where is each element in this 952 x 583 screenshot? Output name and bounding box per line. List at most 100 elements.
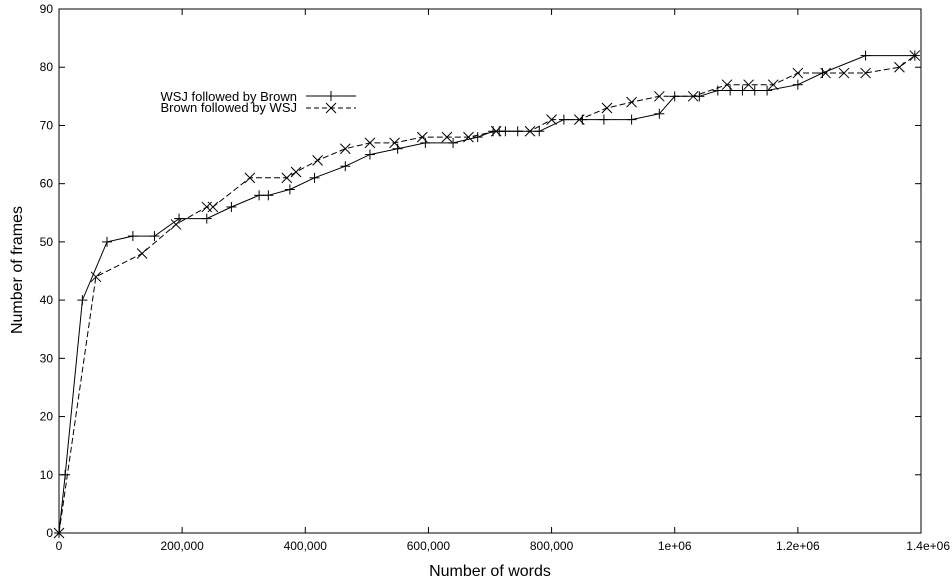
data-point bbox=[244, 172, 256, 184]
data-point bbox=[226, 201, 237, 212]
cross-marker-b bbox=[820, 67, 831, 79]
legend: WSJ followed by Brown Brown followed by … bbox=[160, 89, 356, 115]
data-point bbox=[312, 155, 323, 166]
cross-marker-b bbox=[339, 143, 351, 155]
series-line-2 bbox=[58, 55, 916, 534]
data-point bbox=[687, 90, 699, 102]
data-point bbox=[767, 79, 779, 91]
data-point bbox=[743, 79, 754, 91]
cross-marker-b bbox=[653, 90, 665, 102]
y-tick-label: 40 bbox=[40, 293, 54, 307]
data-point bbox=[860, 67, 871, 79]
data-point bbox=[463, 131, 474, 143]
cross-marker-b bbox=[325, 102, 337, 114]
data-point bbox=[737, 85, 748, 96]
legend-entry-2: Brown followed by WSJ bbox=[160, 100, 356, 115]
data-point bbox=[894, 61, 905, 73]
data-point bbox=[201, 201, 213, 213]
data-point bbox=[573, 114, 585, 125]
cross-marker-b bbox=[626, 96, 637, 108]
data-point bbox=[546, 114, 557, 125]
y-tick-label: 50 bbox=[40, 235, 54, 249]
data-point bbox=[340, 161, 351, 172]
data-point bbox=[174, 213, 185, 224]
data-point bbox=[254, 190, 265, 201]
plot-series bbox=[53, 50, 921, 539]
y-tick-label: 90 bbox=[40, 2, 54, 16]
data-point bbox=[749, 85, 760, 96]
data-point bbox=[694, 91, 705, 102]
series-line-1 bbox=[58, 55, 915, 534]
data-point bbox=[601, 102, 613, 114]
cross-marker-b bbox=[687, 90, 699, 102]
cross-marker-b bbox=[389, 137, 400, 149]
data-point bbox=[77, 295, 88, 306]
data-point bbox=[721, 79, 733, 91]
data-point bbox=[626, 96, 637, 108]
data-point bbox=[712, 85, 723, 96]
data-point bbox=[127, 231, 138, 242]
data-point bbox=[136, 248, 148, 259]
y-tick-label: 30 bbox=[40, 351, 54, 365]
data-point bbox=[626, 114, 637, 125]
cross-marker-b bbox=[909, 50, 921, 61]
data-point bbox=[102, 236, 113, 247]
cross-marker-b bbox=[838, 67, 850, 79]
cross-marker-b bbox=[90, 271, 102, 283]
cross-marker-b bbox=[170, 219, 182, 230]
data-point bbox=[416, 131, 428, 143]
data-point bbox=[309, 172, 320, 183]
x-tick-label: 200,000 bbox=[160, 539, 204, 553]
data-point bbox=[598, 114, 609, 125]
y-tick-label: 0 bbox=[46, 526, 53, 540]
legend-entry-1: WSJ followed by Brown bbox=[160, 89, 356, 104]
data-point bbox=[762, 85, 773, 96]
legend-marker-plus bbox=[326, 91, 336, 101]
cross-marker-b bbox=[524, 125, 536, 137]
cross-marker-b bbox=[860, 67, 871, 79]
y-tick-label: 80 bbox=[40, 60, 54, 74]
data-point bbox=[149, 231, 160, 242]
y-tick-label: 10 bbox=[40, 468, 54, 482]
y-tick-label: 60 bbox=[40, 177, 54, 191]
legend-label-1: WSJ followed by Brown bbox=[160, 89, 297, 104]
y-tick-label: 20 bbox=[40, 410, 54, 424]
data-point bbox=[653, 90, 665, 102]
cross-marker-b bbox=[490, 125, 502, 137]
cross-marker-b bbox=[743, 79, 754, 91]
x-axis: 0 200,000 400,000 600,000 800,000 1e+06 1.2e+0… bbox=[56, 9, 950, 553]
cross-marker-b bbox=[894, 61, 905, 73]
data-point bbox=[364, 149, 375, 160]
data-point bbox=[448, 137, 459, 148]
cross-marker-b bbox=[281, 172, 293, 184]
data-point bbox=[170, 219, 182, 230]
data-point bbox=[420, 137, 431, 148]
data-point bbox=[820, 67, 831, 79]
x-tick-label: 1e+06 bbox=[658, 539, 692, 553]
data-point bbox=[392, 143, 403, 154]
x-tick-label: 1.2e+06 bbox=[776, 539, 820, 553]
data-point bbox=[389, 137, 400, 149]
cross-marker-b bbox=[441, 131, 453, 143]
cross-marker-b bbox=[721, 79, 733, 91]
cross-marker-b bbox=[601, 102, 613, 114]
data-point bbox=[364, 137, 376, 149]
data-point bbox=[725, 85, 736, 96]
cross-marker-b bbox=[244, 172, 256, 184]
cross-marker-b bbox=[546, 114, 557, 125]
data-point bbox=[792, 67, 804, 79]
data-point bbox=[290, 166, 302, 178]
x-tick-label: 400,000 bbox=[284, 539, 328, 553]
data-point bbox=[792, 79, 803, 90]
data-point bbox=[472, 132, 483, 143]
series-1 bbox=[54, 50, 920, 538]
x-tick-label: 600,000 bbox=[407, 539, 451, 553]
data-point bbox=[534, 126, 545, 137]
x-tick-label: 0 bbox=[56, 539, 63, 553]
data-point bbox=[263, 190, 274, 201]
data-point bbox=[838, 67, 850, 79]
y-tick-label: 70 bbox=[40, 118, 54, 132]
legend-label-2: Brown followed by WSJ bbox=[160, 100, 297, 115]
data-point bbox=[339, 143, 351, 155]
x-axis-title: Number of words bbox=[429, 563, 551, 580]
